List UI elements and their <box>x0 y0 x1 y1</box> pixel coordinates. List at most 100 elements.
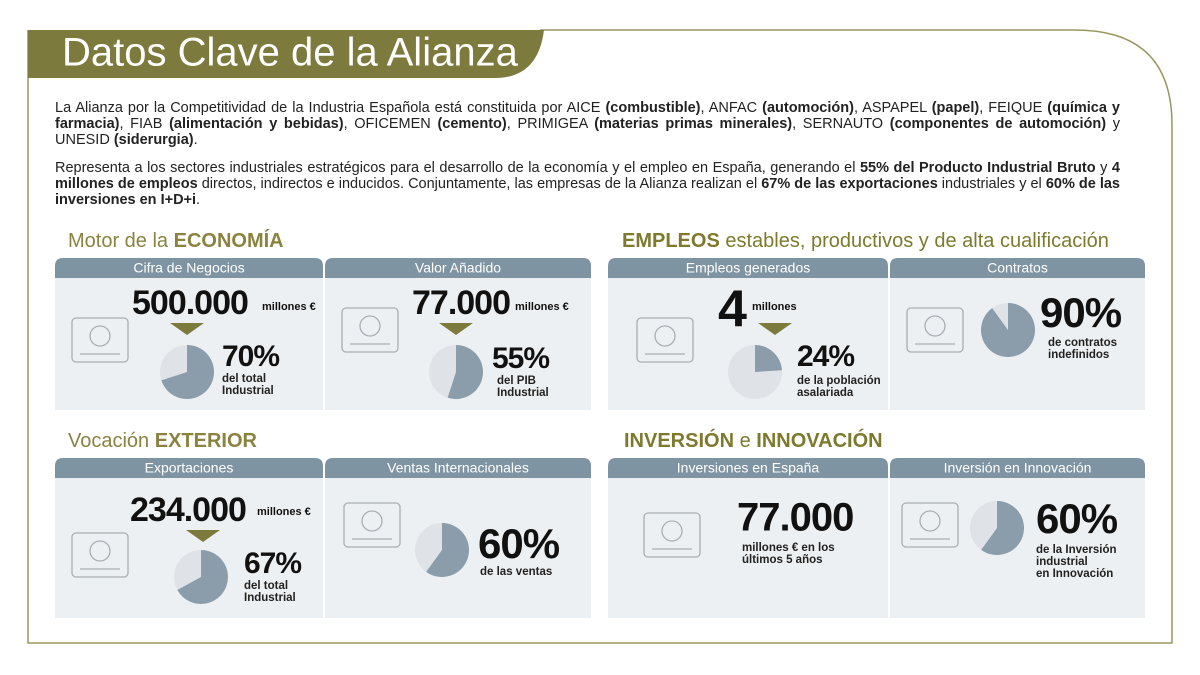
description: de contratos <box>1048 337 1117 349</box>
icon-part <box>71 317 129 363</box>
pie-slice <box>981 501 1024 555</box>
intro-text: , FEIQUE <box>979 100 1048 116</box>
description: en Innovación <box>1036 568 1113 580</box>
card-title: Ventas Internacionales <box>387 460 529 476</box>
intro-text: (automoción) <box>762 100 854 116</box>
description: industrial <box>1036 556 1088 568</box>
card-title: Cifra de Negocios <box>133 260 244 276</box>
intro-text: directos, indirectos e inducidos. Conjun… <box>197 176 762 192</box>
intro-paragraph: La Alianza por la Competitividad de la I… <box>55 100 1120 148</box>
pointer <box>439 323 473 335</box>
description: millones € en los <box>742 542 835 554</box>
icon <box>901 502 959 548</box>
unit: millones <box>752 301 797 313</box>
icon-part <box>636 317 694 363</box>
description: del total <box>222 373 266 385</box>
heading-part: Motor de la <box>68 230 174 252</box>
icon <box>343 502 401 548</box>
big-number: 77.000 <box>737 496 853 540</box>
heading-part: e <box>734 430 756 452</box>
heading-part: estables, productivos y de alta cualific… <box>720 230 1109 252</box>
description: últimos 5 años <box>742 554 823 566</box>
intro-text: (siderurgia) <box>113 132 194 148</box>
big-number: 4 <box>718 281 747 339</box>
description: Industrial <box>222 385 274 397</box>
description: indefinidos <box>1048 349 1109 361</box>
intro-text: , ANFAC <box>700 100 763 116</box>
icon-part <box>901 502 959 548</box>
intro-text: 55% del Producto Industrial Bruto <box>859 160 1096 176</box>
icon <box>643 512 701 558</box>
pie-slice <box>177 550 229 605</box>
card-header <box>890 458 1145 478</box>
intro-text: , OFICEMEN <box>343 116 438 132</box>
heading-part: EXTERIOR <box>155 430 258 452</box>
card-header <box>55 258 323 278</box>
heading-part: Vocación <box>68 430 155 452</box>
big-number: 77.000 <box>412 284 510 322</box>
icon-part <box>89 540 111 562</box>
percentage: 55% <box>492 342 549 375</box>
heading-part: EMPLEOS <box>622 230 720 252</box>
intro-text: (materias primas minerales) <box>594 116 793 132</box>
card-title: Exportaciones <box>145 460 234 476</box>
icon <box>71 317 129 363</box>
pie-slice <box>161 345 215 399</box>
unit: millones € <box>257 506 311 518</box>
card-body <box>608 478 888 618</box>
intro-text: , ASPAPEL <box>853 100 932 116</box>
description: del PIB <box>497 375 536 387</box>
icon-part <box>361 510 383 532</box>
intro-text: La Alianza por la Competitividad de la I… <box>55 100 606 116</box>
icon <box>636 317 694 363</box>
percentage: 90% <box>1040 289 1122 336</box>
pie-slice <box>447 345 484 399</box>
intro-text: (alimentación y bebidas) <box>169 116 344 132</box>
section-heading: INVERSIÓN e INNOVACIÓN <box>624 428 883 452</box>
pointer <box>758 323 792 335</box>
description: de las ventas <box>480 566 552 578</box>
pie-slice <box>755 345 782 372</box>
unit: millones € <box>515 301 569 313</box>
intro-text: Representa a los sectores industriales e… <box>55 160 860 176</box>
heading-part: INVERSIÓN <box>624 428 734 452</box>
intro-text: y <box>1095 160 1112 176</box>
card-title: Empleos generados <box>686 260 811 276</box>
pointer <box>186 530 220 542</box>
icon-part <box>906 307 964 353</box>
description: Industrial <box>497 387 549 399</box>
intro-text: 60% de las inversiones en I+D+i <box>55 176 1120 208</box>
intro-text: , FIAB <box>119 116 170 132</box>
section-heading: EMPLEOS estables, productivos y de alta … <box>622 230 1109 252</box>
title-banner <box>28 30 544 78</box>
pointer <box>170 323 204 335</box>
intro-text: . <box>193 132 198 148</box>
big-number: 234.000 <box>130 491 246 529</box>
big-number: 500.000 <box>132 284 248 322</box>
card-header <box>608 258 888 278</box>
percentage: 67% <box>244 547 301 580</box>
intro-text: 4 millones de empleos <box>55 160 1120 192</box>
intro-text: (papel) <box>931 100 980 116</box>
percentage: 60% <box>1036 495 1118 542</box>
icon-part <box>661 520 683 542</box>
description: de la Inversión <box>1036 544 1117 556</box>
card-header <box>55 458 323 478</box>
frame <box>27 29 1173 644</box>
pie-slice <box>981 303 1035 357</box>
card-title: Contratos <box>987 260 1048 276</box>
description: del total <box>244 580 288 592</box>
card-header <box>325 258 591 278</box>
pie-slice <box>426 523 470 577</box>
icon <box>341 307 399 353</box>
description: de la población <box>797 375 881 387</box>
icon-part <box>919 510 941 532</box>
unit: millones € <box>262 301 316 313</box>
intro-text: (química y farmacia) <box>55 100 1120 132</box>
intro-text: 67% de las exportaciones <box>761 176 938 192</box>
icon-part <box>343 502 401 548</box>
intro-text: (cemento) <box>437 116 507 132</box>
icon-part <box>71 532 129 578</box>
